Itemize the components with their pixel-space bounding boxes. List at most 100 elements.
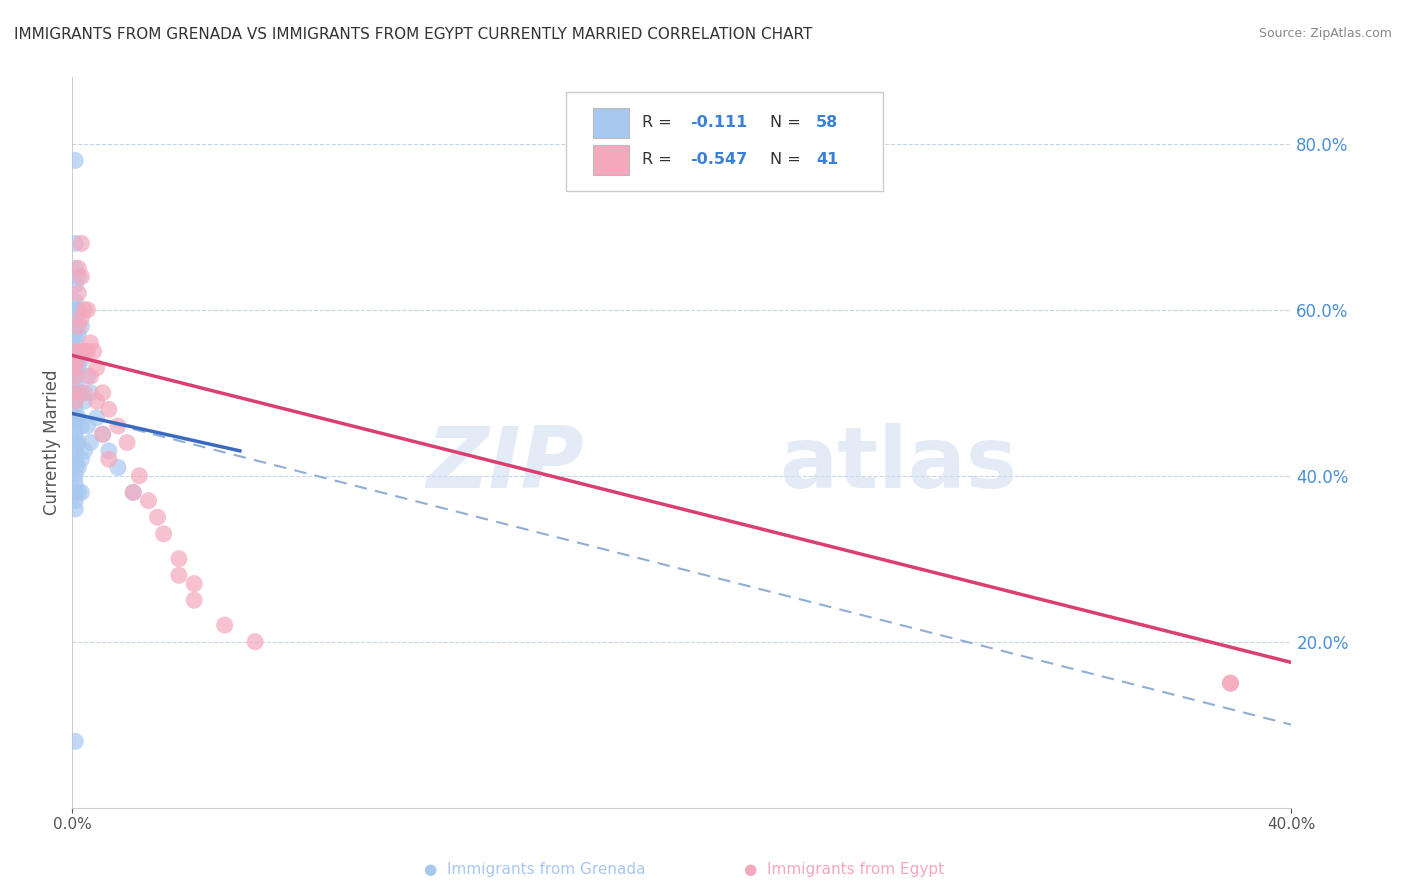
Text: ●  Immigrants from Egypt: ● Immigrants from Egypt [744, 863, 943, 877]
Point [1219, 676, 1241, 690]
Text: N =: N = [769, 115, 806, 130]
Point [107, 419, 129, 434]
Point [67, 269, 90, 284]
FancyBboxPatch shape [593, 145, 630, 175]
Text: R =: R = [641, 115, 676, 130]
Point [183, 576, 205, 591]
Text: N =: N = [769, 153, 806, 168]
Point [65, 493, 87, 508]
Point [65, 419, 87, 434]
Point [67, 485, 90, 500]
Point [65, 394, 87, 409]
Point [97, 402, 120, 417]
Text: -0.111: -0.111 [690, 115, 748, 130]
Point [65, 377, 87, 392]
Point [70, 269, 93, 284]
Point [70, 352, 93, 367]
Text: 58: 58 [815, 115, 838, 130]
Point [70, 311, 93, 326]
FancyBboxPatch shape [567, 92, 883, 191]
Text: ●  Immigrants from Grenada: ● Immigrants from Grenada [423, 863, 645, 877]
Text: R =: R = [641, 153, 676, 168]
Point [243, 634, 266, 648]
Point [73, 344, 96, 359]
Point [67, 435, 90, 450]
Point [167, 551, 190, 566]
Point [67, 319, 90, 334]
Point [183, 593, 205, 607]
Point [76, 344, 98, 359]
Point [91, 427, 114, 442]
Point [67, 460, 90, 475]
Point [152, 526, 174, 541]
Point [79, 369, 101, 384]
Point [65, 344, 87, 359]
Point [79, 385, 101, 400]
Point [65, 394, 87, 409]
Point [65, 402, 87, 417]
Point [65, 460, 87, 475]
Y-axis label: Currently Married: Currently Married [44, 370, 60, 516]
Point [138, 493, 160, 508]
Point [73, 302, 96, 317]
Point [70, 344, 93, 359]
Text: IMMIGRANTS FROM GRENADA VS IMMIGRANTS FROM EGYPT CURRENTLY MARRIED CORRELATION C: IMMIGRANTS FROM GRENADA VS IMMIGRANTS FR… [14, 27, 813, 42]
Point [65, 360, 87, 375]
Point [1219, 676, 1241, 690]
Point [128, 468, 150, 483]
Point [67, 302, 90, 317]
Point [65, 435, 87, 450]
Point [65, 485, 87, 500]
Point [73, 394, 96, 409]
Point [65, 319, 87, 334]
Point [122, 485, 145, 500]
Point [65, 153, 87, 168]
Point [65, 369, 87, 384]
Point [214, 618, 236, 632]
Point [65, 236, 87, 251]
Text: -0.547: -0.547 [690, 153, 748, 168]
Point [67, 410, 90, 425]
Point [65, 327, 87, 342]
Point [76, 369, 98, 384]
Text: atlas: atlas [779, 423, 1018, 506]
Point [65, 385, 87, 400]
Point [70, 485, 93, 500]
Point [97, 443, 120, 458]
FancyBboxPatch shape [593, 108, 630, 138]
Point [73, 385, 96, 400]
Point [65, 385, 87, 400]
Point [67, 261, 90, 276]
Point [91, 385, 114, 400]
Point [70, 319, 93, 334]
Point [70, 385, 93, 400]
Text: Source: ZipAtlas.com: Source: ZipAtlas.com [1258, 27, 1392, 40]
Point [70, 419, 93, 434]
Point [76, 419, 98, 434]
Point [86, 360, 108, 375]
Point [73, 443, 96, 458]
Point [67, 385, 90, 400]
Point [91, 427, 114, 442]
Point [97, 452, 120, 467]
Point [70, 236, 93, 251]
Point [79, 336, 101, 351]
Point [67, 327, 90, 342]
Point [86, 394, 108, 409]
Point [65, 294, 87, 309]
Text: 41: 41 [815, 153, 838, 168]
Point [73, 344, 96, 359]
Point [115, 435, 138, 450]
Point [146, 510, 169, 524]
Point [65, 277, 87, 292]
Point [70, 452, 93, 467]
Point [65, 344, 87, 359]
Point [167, 568, 190, 582]
Point [67, 360, 90, 375]
Point [79, 435, 101, 450]
Point [65, 452, 87, 467]
Point [65, 502, 87, 516]
Point [65, 443, 87, 458]
Point [65, 369, 87, 384]
Point [65, 734, 87, 748]
